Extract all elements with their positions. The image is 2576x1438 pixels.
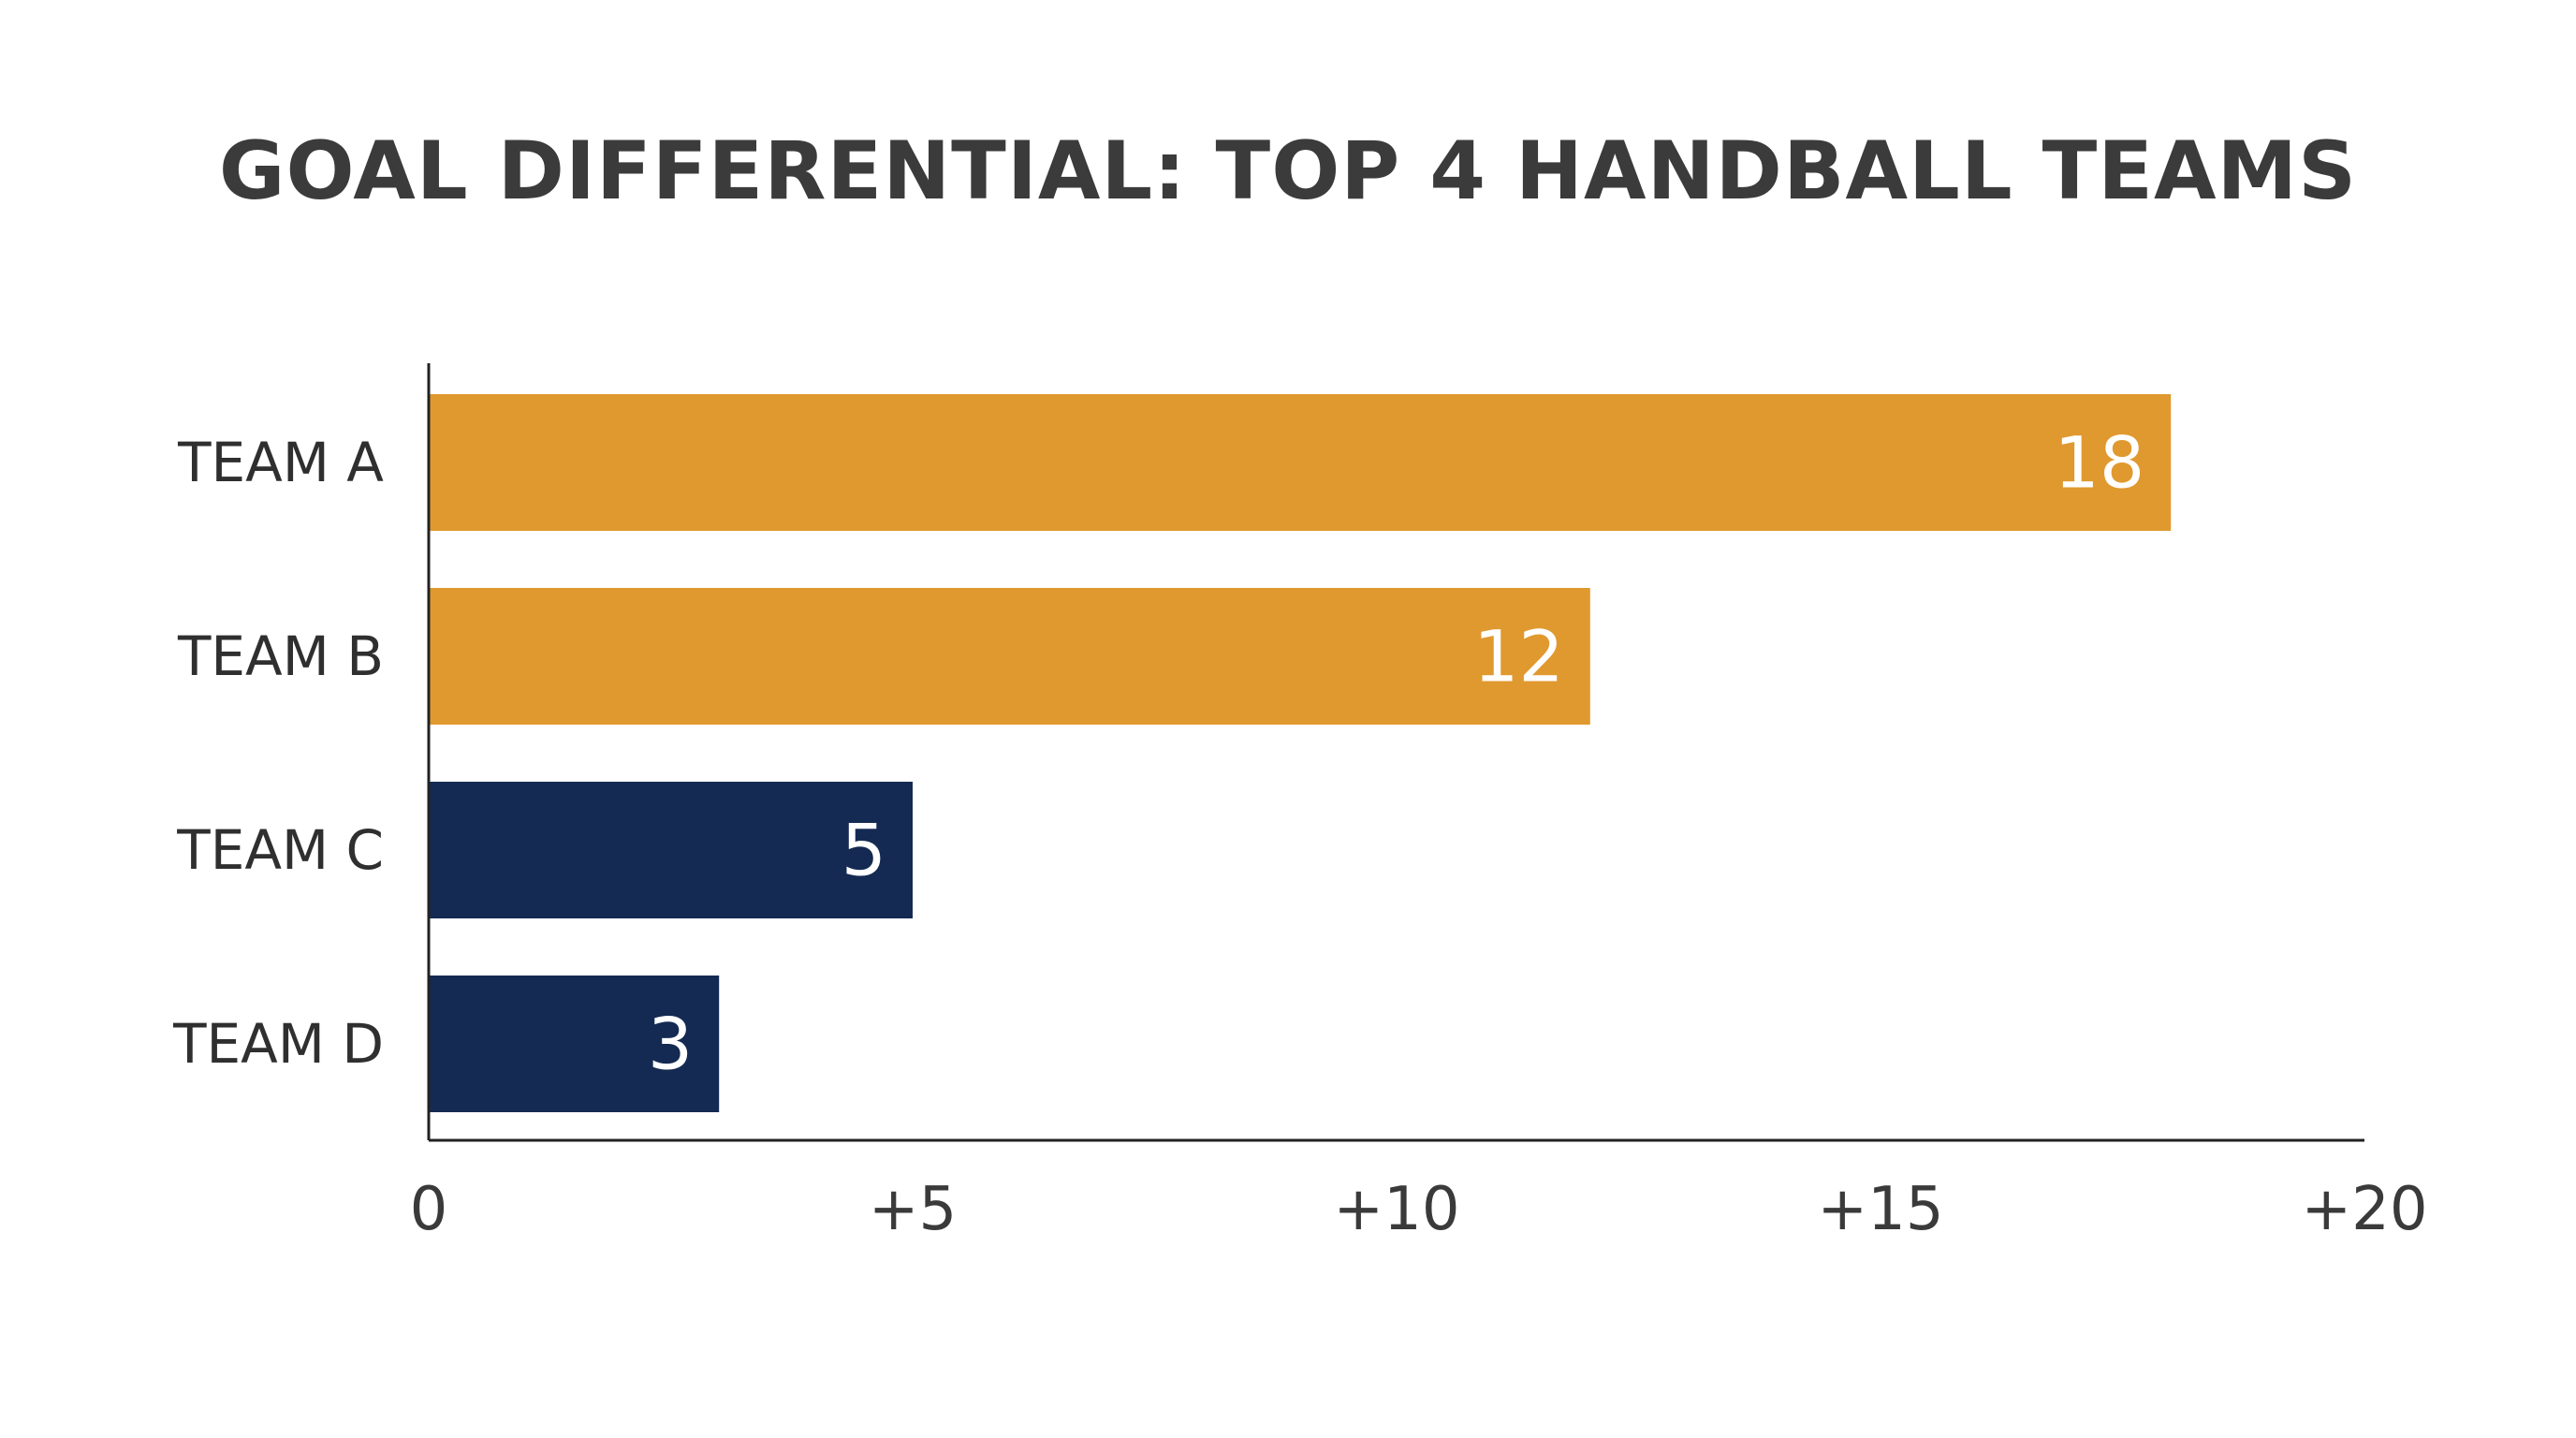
data-label-team-a: 18: [2054, 421, 2144, 505]
data-labels-group: 18 12 5 3: [648, 421, 2144, 1086]
category-labels-group: TEAM A TEAM B TEAM C TEAM D: [172, 431, 384, 1076]
category-label-team-d: TEAM D: [172, 1012, 384, 1076]
category-label-team-a: TEAM A: [177, 431, 384, 494]
category-label-team-c: TEAM C: [176, 818, 384, 882]
bar-team-a: [429, 394, 2172, 531]
x-tick-label: +10: [1333, 1175, 1459, 1244]
data-label-team-c: 5: [842, 809, 886, 892]
bar-team-d: [429, 976, 720, 1112]
bar-team-b: [429, 588, 1590, 725]
x-tick-label: 0: [410, 1175, 448, 1244]
chart-title: GOAL DIFFERENTIAL: TOP 4 HANDBALL TEAMS: [218, 125, 2358, 218]
x-tick-label: +15: [1817, 1175, 1943, 1244]
x-tick-label: +20: [2301, 1175, 2427, 1244]
data-label-team-b: 12: [1473, 615, 1564, 698]
x-tick-label: +5: [869, 1175, 957, 1244]
data-label-team-d: 3: [648, 1003, 693, 1086]
bar-team-c: [429, 782, 913, 918]
bars-group: [429, 394, 2172, 1112]
x-tick-labels-group: 0 +5 +10 +15 +20: [410, 1175, 2428, 1244]
category-label-team-b: TEAM B: [177, 624, 384, 688]
